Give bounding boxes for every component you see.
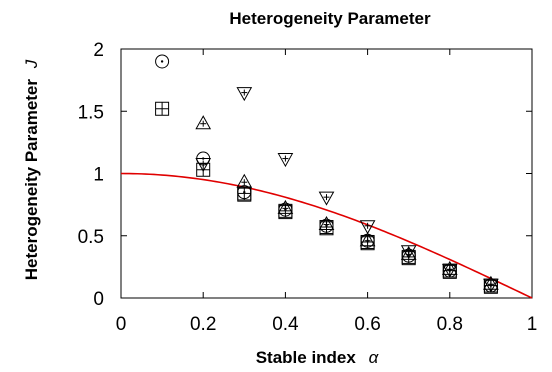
data-point-triangle-up-plus	[277, 199, 294, 214]
data-point-triangle-down-plus	[483, 278, 499, 293]
data-points	[155, 54, 499, 294]
x-tick-label: 0.4	[272, 314, 299, 335]
data-point-triangle-up-plus	[359, 232, 376, 247]
x-tick-label: 0	[116, 314, 127, 335]
x-tick-label: 0.8	[437, 314, 463, 335]
x-tick-label: 0.6	[354, 314, 380, 335]
y-tick-label: 1	[93, 165, 104, 186]
data-point-triangle-down-plus	[277, 153, 294, 168]
y-axis-label: Heterogeneity Parameter J	[22, 59, 41, 280]
y-tick-label: 0.5	[78, 227, 104, 248]
data-point-triangle-down-plus	[318, 191, 335, 206]
data-point-square	[483, 279, 498, 294]
x-axis-label-text: Stable index	[256, 348, 357, 367]
y-axis-symbol: J	[22, 59, 41, 69]
data-point-triangle-down-plus	[195, 158, 212, 173]
chart-title: Heterogeneity Parameter	[229, 9, 431, 28]
x-tick-label: 1	[527, 314, 538, 335]
y-tick-label: 2	[93, 40, 104, 61]
fit-curve-layer	[120, 172, 533, 299]
x-axis-label: Stable index α	[256, 348, 380, 367]
data-point-triangle-down-plus	[236, 87, 253, 102]
plot-border	[120, 48, 533, 299]
data-point-triangle-up-plus	[236, 173, 253, 188]
data-point-circle-dot	[155, 54, 170, 69]
y-axis-label-text: Heterogeneity Parameter	[22, 79, 41, 281]
data-point-square	[442, 264, 457, 279]
data-point-triangle-down-plus	[441, 263, 458, 278]
y-tick-label: 0	[93, 289, 104, 310]
plot-frame	[120, 48, 533, 299]
data-point-square	[237, 187, 252, 202]
data-point-square	[401, 251, 416, 266]
data-point-triangle-up-plus	[318, 216, 335, 231]
data-point-triangle-up-plus	[195, 115, 212, 130]
data-point-square	[319, 221, 334, 236]
data-point-square-plus	[155, 101, 170, 116]
data-point-square	[360, 236, 375, 251]
fit-curve	[120, 172, 533, 299]
data-point-triangle-down-plus	[359, 220, 376, 235]
data-point-square	[278, 205, 293, 220]
y-tick-label: 1.5	[78, 102, 104, 123]
x-axis-symbol: α	[369, 348, 380, 367]
x-tick-label: 0.2	[190, 314, 216, 335]
axis-ticks: 0 0.2 0.4 0.6 0.8 1 0 0.5 1 1.5 2	[78, 40, 538, 335]
